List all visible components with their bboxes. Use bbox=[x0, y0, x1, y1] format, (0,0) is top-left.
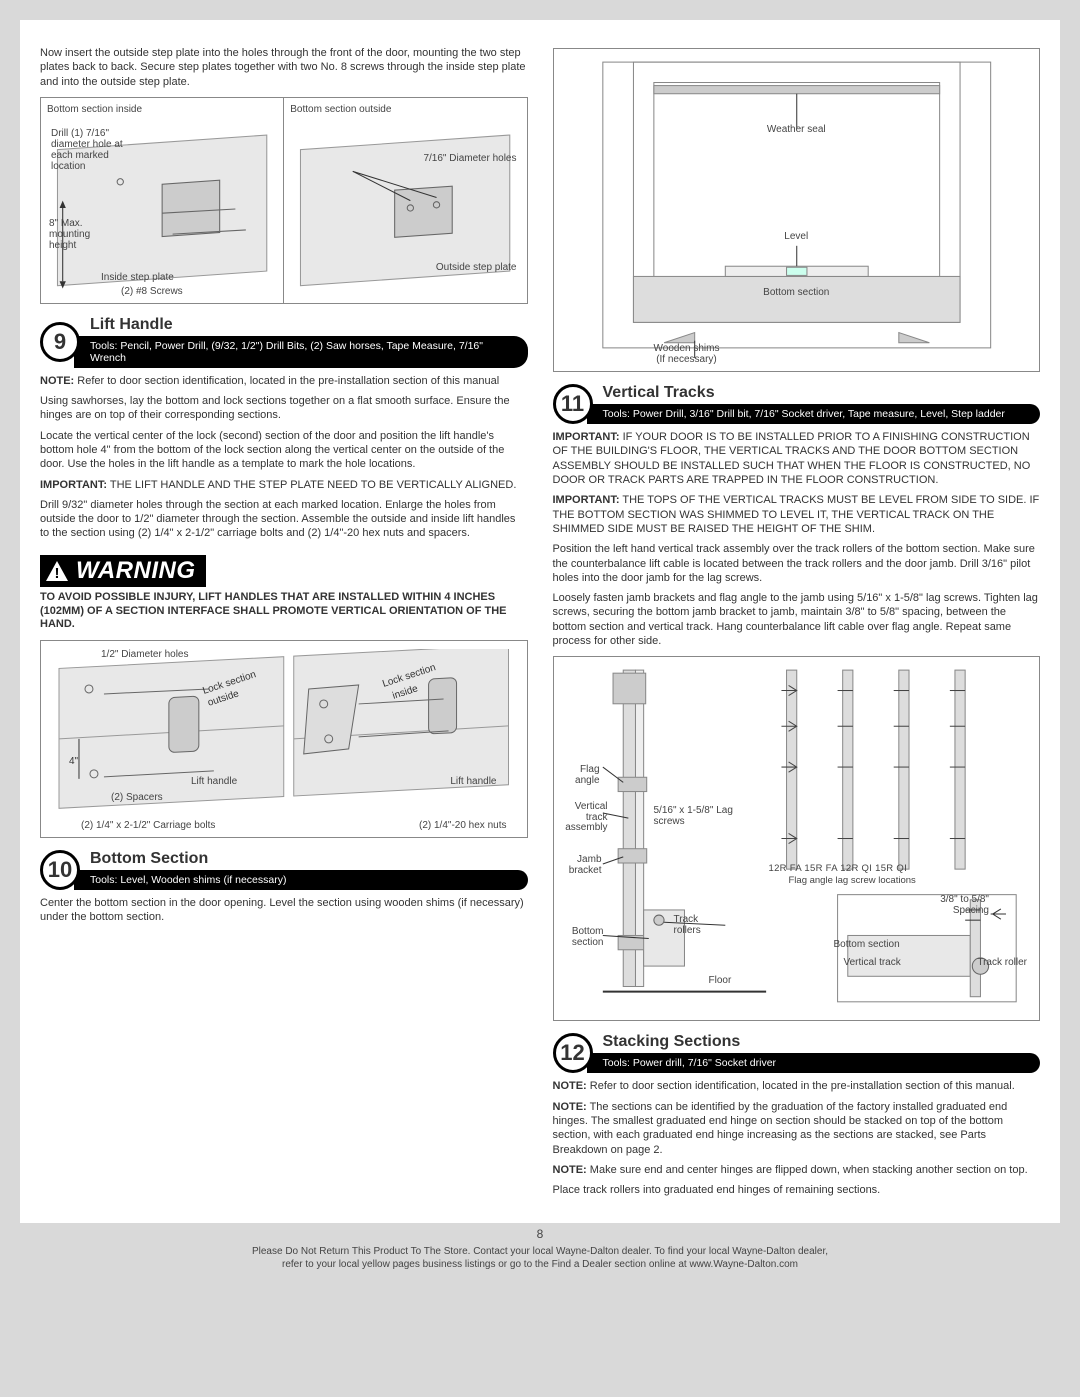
step12-p3: NOTE: Make sure end and center hinges ar… bbox=[553, 1163, 1041, 1177]
step9-p4-text: THE LIFT HANDLE AND THE STEP PLATE NEED … bbox=[107, 479, 516, 491]
fig1-screws: (2) #8 Screws bbox=[121, 286, 183, 297]
fig2-carriage: (2) 1/4" x 2-1/2" Carriage bolts bbox=[81, 820, 215, 831]
step-12-num: 12 bbox=[553, 1033, 593, 1073]
fig3-shims-wrap: Wooden shims (If necessary) bbox=[654, 343, 720, 365]
step9-p3: Locate the vertical center of the lock (… bbox=[40, 429, 528, 472]
fig4-floor: Floor bbox=[709, 975, 732, 986]
fig1-drill-note: Drill (1) 7/16" diameter hole at each ma… bbox=[51, 128, 131, 172]
fig4-svg bbox=[562, 665, 1032, 1012]
step-10-title: Bottom Section bbox=[74, 850, 528, 868]
fig2-spacers: (2) Spacers bbox=[111, 792, 163, 803]
fig4-codes: 12R FA 15R FA 12R QI 15R QI bbox=[769, 863, 908, 874]
figure-lift-handles: 4" Lock section outside Lock section ins… bbox=[40, 640, 528, 838]
step-9-title: Lift Handle bbox=[74, 316, 528, 334]
step11-p2-text: THE TOPS OF THE VERTICAL TRACKS MUST BE … bbox=[553, 494, 1040, 535]
step-9-header: 9 Lift Handle Tools: Pencil, Power Drill… bbox=[40, 316, 528, 368]
fig4-flag: Flag angle bbox=[560, 765, 600, 786]
step-12-tools: Tools: Power drill, 7/16" Socket driver bbox=[587, 1053, 1041, 1073]
warning-icon: ! bbox=[44, 560, 70, 582]
step9-p1-label: NOTE: bbox=[40, 375, 74, 387]
step-12-header: 12 Stacking Sections Tools: Power drill,… bbox=[553, 1033, 1041, 1073]
step11-p3: Position the left hand vertical track as… bbox=[553, 542, 1041, 585]
fig4-codes-sub: Flag angle lag screw locations bbox=[789, 875, 916, 886]
step-10-header: 10 Bottom Section Tools: Level, Wooden s… bbox=[40, 850, 528, 890]
step10-p1: Center the bottom section in the door op… bbox=[40, 896, 528, 925]
figure-vertical-tracks: Flag angle Vertical track assembly 5/16"… bbox=[553, 656, 1041, 1021]
step-10-num: 10 bbox=[40, 850, 80, 890]
fig1-left-title: Bottom section inside bbox=[47, 104, 277, 115]
fig2-diam: 1/2" Diameter holes bbox=[101, 649, 188, 660]
step11-p1-text: IF YOUR DOOR IS TO BE INSTALLED PRIOR TO… bbox=[553, 431, 1031, 486]
step12-p3-text: Make sure end and center hinges are flip… bbox=[587, 1164, 1028, 1176]
intro-text: Now insert the outside step plate into t… bbox=[40, 46, 528, 89]
fig3-weather: Weather seal bbox=[767, 124, 826, 135]
fig4-vtrack: Vertical track assembly bbox=[560, 802, 608, 834]
footer-line2: refer to your local yellow pages busines… bbox=[20, 1258, 1060, 1271]
step12-p1-text: Refer to door section identification, lo… bbox=[587, 1080, 1015, 1092]
footer-line1: Please Do Not Return This Product To The… bbox=[20, 1245, 1060, 1258]
warning-badge: ! WARNING bbox=[40, 555, 206, 587]
fig3-level: Level bbox=[784, 231, 808, 242]
fig4-spacing: 3/8" to 5/8" Spacing bbox=[914, 895, 989, 916]
step-11-title: Vertical Tracks bbox=[587, 384, 1041, 402]
figure-step-plates: Bottom section inside Drill (1) 7/16" di… bbox=[40, 97, 528, 304]
warning-body: TO AVOID POSSIBLE INJURY, LIFT HANDLES T… bbox=[40, 591, 528, 632]
left-column: Now insert the outside step plate into t… bbox=[40, 40, 528, 1203]
step12-p2-label: NOTE: bbox=[553, 1101, 587, 1113]
fig3-svg bbox=[562, 57, 1032, 363]
step9-p5: Drill 9/32" diameter holes through the s… bbox=[40, 498, 528, 541]
step-9-tools: Tools: Pencil, Power Drill, (9/32, 1/2")… bbox=[74, 336, 528, 368]
fig2-4in: 4" bbox=[69, 756, 79, 767]
svg-text:!: ! bbox=[55, 565, 60, 582]
step12-p2-text: The sections can be identified by the gr… bbox=[553, 1101, 1008, 1156]
step11-p1-label: IMPORTANT: bbox=[553, 431, 620, 443]
fig4-vtrack-r: Vertical track bbox=[844, 957, 901, 968]
step-11-tools: Tools: Power Drill, 3/16" Drill bit, 7/1… bbox=[587, 404, 1041, 424]
fig2-hex: (2) 1/4"-20 hex nuts bbox=[419, 820, 507, 831]
step-11-num: 11 bbox=[553, 384, 593, 424]
fig2-lift-r: Lift handle bbox=[450, 776, 496, 787]
fig1-right-title: Bottom section outside bbox=[290, 104, 520, 115]
fig1-diam-holes: 7/16" Diameter holes bbox=[423, 153, 516, 164]
step11-p2: IMPORTANT: THE TOPS OF THE VERTICAL TRAC… bbox=[553, 493, 1041, 536]
right-column: Weather seal Level Bottom section Wooden… bbox=[553, 40, 1041, 1203]
step11-p4: Loosely fasten jamb brackets and flag an… bbox=[553, 591, 1041, 648]
warning-label: WARNING bbox=[76, 557, 196, 585]
fig1-outside-plate: Outside step plate bbox=[436, 262, 517, 273]
step9-p4: IMPORTANT: THE LIFT HANDLE AND THE STEP … bbox=[40, 478, 528, 492]
figure-door-opening: Weather seal Level Bottom section Wooden… bbox=[553, 48, 1041, 372]
fig3-shims2: (If necessary) bbox=[654, 354, 720, 365]
step-12-title: Stacking Sections bbox=[587, 1033, 1041, 1051]
fig4-troller-r: Track roller bbox=[977, 957, 1027, 968]
step9-p2: Using sawhorses, lay the bottom and lock… bbox=[40, 394, 528, 423]
fig4-bottom-l: Bottom section bbox=[560, 927, 604, 948]
fig3-shims: Wooden shims bbox=[654, 343, 720, 354]
fig4-bottom-r: Bottom section bbox=[834, 939, 900, 950]
fig4-jamb: Jamb bracket bbox=[560, 855, 602, 876]
fig3-bottom: Bottom section bbox=[763, 287, 829, 298]
step9-p1: NOTE: Refer to door section identificati… bbox=[40, 374, 528, 388]
page-number: 8 bbox=[20, 1227, 1060, 1243]
step12-p3-label: NOTE: bbox=[553, 1164, 587, 1176]
step-11-header: 11 Vertical Tracks Tools: Power Drill, 3… bbox=[553, 384, 1041, 424]
step12-p2: NOTE: The sections can be identified by … bbox=[553, 1100, 1041, 1157]
page: Now insert the outside step plate into t… bbox=[20, 20, 1060, 1223]
step9-p1-text: Refer to door section identification, lo… bbox=[74, 375, 499, 387]
fig4-rollers: Track rollers bbox=[674, 915, 714, 936]
step11-p1: IMPORTANT: IF YOUR DOOR IS TO BE INSTALL… bbox=[553, 430, 1041, 487]
fig1-max-height: 8" Max. mounting height bbox=[49, 218, 104, 251]
footer: 8 Please Do Not Return This Product To T… bbox=[20, 1227, 1060, 1271]
step11-p2-label: IMPORTANT: bbox=[553, 494, 620, 506]
step12-p4: Place track rollers into graduated end h… bbox=[553, 1183, 1041, 1197]
fig2-lift-l: Lift handle bbox=[191, 776, 237, 787]
step9-p4-label: IMPORTANT: bbox=[40, 479, 107, 491]
step12-p1: NOTE: Refer to door section identificati… bbox=[553, 1079, 1041, 1093]
fig1-inside-plate: Inside step plate bbox=[101, 272, 174, 283]
step-9-num: 9 bbox=[40, 322, 80, 362]
step12-p1-label: NOTE: bbox=[553, 1080, 587, 1092]
fig4-lag: 5/16" x 1-5/8" Lag screws bbox=[654, 805, 744, 827]
step-10-tools: Tools: Level, Wooden shims (if necessary… bbox=[74, 870, 528, 890]
